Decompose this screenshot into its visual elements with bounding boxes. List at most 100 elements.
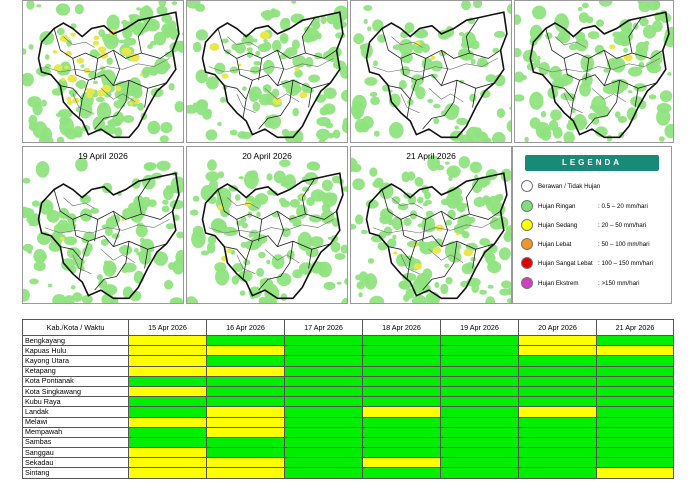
rain-moderate-area (115, 86, 122, 92)
rain-light-area (279, 197, 287, 204)
forecast-cell (596, 457, 674, 469)
regency-boundary (224, 85, 247, 100)
rain-light-area (69, 265, 77, 274)
rain-moderate-area (85, 88, 89, 91)
forecast-cell (518, 334, 597, 347)
legend-range: : 100 – 150 mm/hari (598, 259, 654, 267)
rain-light-area (402, 272, 417, 282)
forecast-cell (440, 334, 519, 347)
rain-light-area (63, 295, 75, 303)
rain-light-area (26, 1, 35, 10)
forecast-cell (440, 345, 519, 357)
rain-light-area (66, 39, 72, 47)
rain-light-area (23, 48, 27, 55)
region-name: Kubu Raya (22, 396, 129, 408)
forecast-cell (206, 426, 285, 438)
rain-light-area (52, 294, 67, 303)
rain-light-area (81, 295, 93, 303)
rain-light-area (262, 41, 272, 51)
rain-light-area (206, 242, 216, 254)
rain-light-area (341, 120, 347, 134)
rain-light-area (427, 98, 434, 104)
rain-light-area (445, 219, 452, 226)
river-line (400, 254, 420, 275)
rain-light-area (515, 94, 525, 102)
legend-swatch (521, 200, 533, 212)
rain-light-area (492, 47, 500, 54)
forecast-cell (518, 365, 597, 377)
rain-light-area (75, 107, 81, 112)
legend-item: Hujan Lebat: 50 – 100 mm/hari (521, 237, 650, 251)
forecast-cell (128, 375, 207, 387)
province-outline (529, 11, 670, 139)
rain-light-area (205, 129, 218, 141)
rain-light-area (656, 108, 671, 126)
rain-light-area (229, 66, 239, 74)
forecast-cell (284, 365, 363, 377)
table-row: Kapuas Hulu (22, 345, 674, 357)
rain-light-area (326, 13, 336, 25)
rain-light-area (623, 47, 628, 53)
forecast-cell (206, 345, 285, 357)
rain-light-area (479, 238, 491, 246)
rain-light-area (359, 121, 370, 133)
rain-light-area (264, 118, 274, 128)
forecast-cell (206, 396, 285, 408)
legend-item: Berawan / Tidak Hujan (521, 179, 600, 193)
table-row: Sintang (22, 467, 674, 479)
rain-light-area (550, 109, 562, 121)
rain-light-area (96, 274, 103, 281)
forecast-cell (128, 436, 207, 449)
rain-light-area (80, 208, 92, 222)
rain-light-area (426, 246, 433, 252)
rain-light-area (47, 283, 53, 288)
rain-light-area (485, 169, 498, 181)
rain-light-area (484, 137, 491, 142)
rain-light-area (122, 207, 135, 219)
rain-light-area (70, 285, 76, 290)
regency-boundary (53, 28, 173, 59)
rain-light-area (316, 32, 322, 40)
river-line (372, 58, 498, 73)
rain-light-area (309, 236, 324, 248)
forecast-table: Kab./Kota / Waktu 15 Apr 2026 16 Apr 2026… (22, 319, 674, 479)
rain-light-area (46, 203, 52, 209)
regency-boundary (400, 58, 495, 89)
rain-light-area (652, 1, 661, 9)
legend-swatch (521, 257, 533, 269)
river-line (100, 88, 136, 103)
region-name: Mempawah (22, 426, 129, 438)
rain-light-area (89, 49, 99, 58)
forecast-cell (284, 457, 363, 469)
rain-light-area (292, 55, 307, 68)
rain-light-area (500, 168, 511, 182)
rain-light-area (200, 250, 210, 256)
rain-light-area (367, 26, 372, 32)
rain-light-area (449, 242, 456, 250)
rain-light-area (620, 34, 629, 43)
rain-light-area (169, 199, 183, 210)
rain-light-area (106, 57, 113, 65)
rain-light-area (425, 210, 434, 218)
rain-light-area (31, 200, 40, 207)
forecast-cell (206, 457, 285, 469)
rain-light-area (454, 125, 459, 130)
forecast-cell (362, 396, 441, 408)
rain-light-area (234, 42, 246, 54)
rain-light-area (506, 298, 511, 303)
rain-light-area (162, 199, 169, 205)
rain-light-area (246, 47, 253, 52)
table-header-date: 18 Apr 2026 (362, 319, 441, 336)
rain-light-area (100, 238, 109, 246)
forecast-cell (440, 426, 519, 438)
rain-light-area (229, 129, 238, 136)
forecast-cell (284, 406, 363, 418)
rain-light-area (353, 33, 365, 45)
rain-light-area (103, 33, 119, 50)
rain-light-area (331, 175, 342, 184)
regency-boundary (217, 28, 337, 59)
forecast-cell (596, 406, 674, 418)
rain-light-area (168, 83, 175, 91)
rain-light-area (456, 117, 468, 126)
rain-light-area (415, 86, 426, 100)
